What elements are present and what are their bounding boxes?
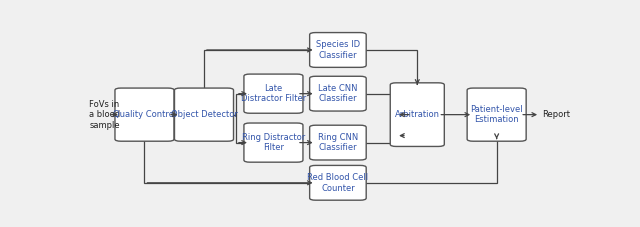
FancyBboxPatch shape [310,76,366,111]
FancyBboxPatch shape [115,88,174,141]
FancyBboxPatch shape [390,83,444,146]
Text: Late CNN
Classifier: Late CNN Classifier [318,84,358,103]
FancyBboxPatch shape [310,125,366,160]
Text: Quality Control: Quality Control [113,110,176,119]
Text: Red Blood Cell
Counter: Red Blood Cell Counter [307,173,369,192]
FancyBboxPatch shape [175,88,234,141]
FancyBboxPatch shape [310,165,366,200]
Text: Species ID
Classifier: Species ID Classifier [316,40,360,60]
Text: Object Detector: Object Detector [171,110,237,119]
Text: Report: Report [543,110,570,119]
FancyBboxPatch shape [310,32,366,67]
Text: Late
Distractor Filter: Late Distractor Filter [241,84,306,103]
Text: Ring CNN
Classifier: Ring CNN Classifier [318,133,358,152]
FancyBboxPatch shape [244,123,303,162]
Text: FoVs in
a blood
sample: FoVs in a blood sample [89,100,120,130]
Text: Ring Distractor
Filter: Ring Distractor Filter [242,133,305,152]
Text: Patient-level
Estimation: Patient-level Estimation [470,105,523,124]
Text: Arbitration: Arbitration [395,110,440,119]
FancyBboxPatch shape [467,88,526,141]
FancyBboxPatch shape [244,74,303,113]
